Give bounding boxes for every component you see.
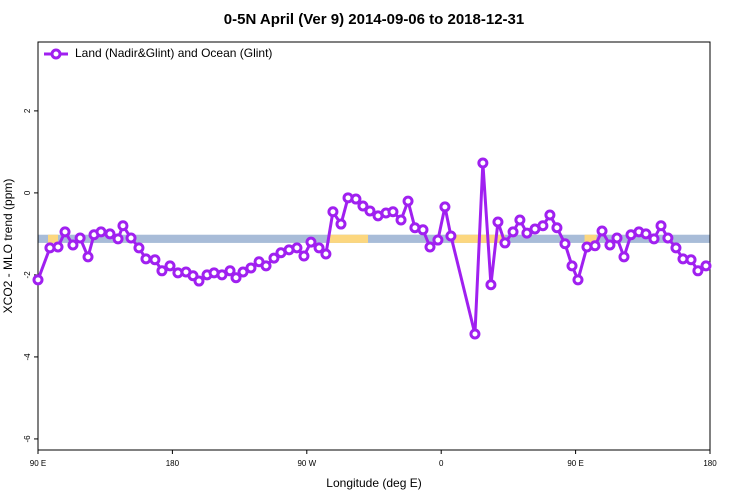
data-point [298,250,310,262]
data-point [245,262,257,274]
y-tick-label: 2 [23,108,32,113]
data-point [74,232,86,244]
legend-marker [50,48,62,60]
data-point [350,193,362,205]
data-point [164,260,176,272]
data-point [417,224,429,236]
data-point [589,240,601,252]
data-point [125,232,137,244]
data-point [149,254,161,266]
x-tick-label: 180 [166,459,180,468]
highlight-range [584,234,597,243]
data-point [402,195,414,207]
highlight-range [48,234,59,243]
data-point [618,251,630,263]
x-tick-label: 90 W [297,459,316,468]
data-point [395,214,407,226]
x-tick-label: 180 [703,459,717,468]
data-point [104,228,116,240]
data-point [230,272,242,284]
reference-band [38,234,710,243]
data-point [662,232,674,244]
y-tick-label: -6 [23,435,32,443]
highlight-range [329,234,369,243]
data-point [611,232,623,244]
data-point [117,220,129,232]
data-point [700,260,712,272]
data-point [95,226,107,238]
legend-label: Land (Nadir&Glint) and Ocean (Glint) [75,46,272,60]
data-point [327,206,339,218]
data-point [648,233,660,245]
data-point [193,275,205,287]
x-axis-label: Longitude (deg E) [326,476,421,490]
data-point [604,239,616,251]
data-point [156,265,168,277]
data-point [224,265,236,277]
data-point [335,218,347,230]
data-point [364,205,376,217]
data-point [268,252,280,264]
data-point [537,220,549,232]
data-point [59,226,71,238]
data-point [670,242,682,254]
data-point [559,238,571,250]
data-point [260,260,272,272]
data-point [67,239,79,251]
data-point [216,269,228,281]
data-point [82,251,94,263]
data-point [313,242,325,254]
data-point [424,241,436,253]
data-point [291,242,303,254]
data-point [32,274,44,286]
data-point [477,157,489,169]
data-point [485,279,497,291]
data-point [655,220,667,232]
data-point [112,233,124,245]
chart-title: 0-5N April (Ver 9) 2014-09-06 to 2018-12… [224,11,524,28]
x-tick-label: 90 E [30,459,46,468]
data-point [320,248,332,260]
data-point [432,234,444,246]
data-point [566,260,578,272]
data-point [640,228,652,240]
data-point [685,254,697,266]
data-point [445,230,457,242]
y-tick-label: 0 [23,190,32,195]
data-point [544,209,556,221]
data-point [596,225,608,237]
data-point [133,242,145,254]
y-tick-label: -4 [23,353,32,361]
y-tick-label: -2 [23,271,32,279]
data-point [357,200,369,212]
data-point [52,241,64,253]
data-point [237,266,249,278]
data-point [387,206,399,218]
data-point [521,227,533,239]
x-tick-label: 90 E [567,459,583,468]
data-point [514,214,526,226]
data-point [439,201,451,213]
data-point [305,236,317,248]
y-axis-label: XCO2 - MLO trend (ppm) [1,179,15,314]
data-point [572,274,584,286]
data-point [140,253,152,265]
data-point [551,222,563,234]
x-tick-label: 0 [439,459,444,468]
plot-frame [37,41,711,451]
data-point [469,328,481,340]
data-point [499,237,511,249]
data-point [692,265,704,277]
data-point [507,226,519,238]
data-point [492,216,504,228]
